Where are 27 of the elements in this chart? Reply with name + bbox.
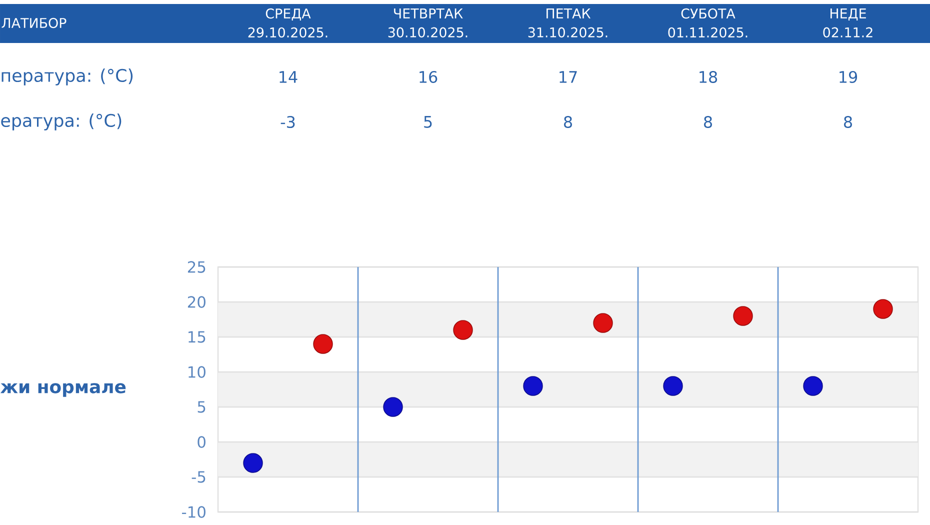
data-label: 17 — [560, 71, 577, 83]
text: СУБОТА 01.11.2025. — [668, 8, 748, 38]
data-label: 19 — [840, 70, 858, 84]
text: ЧЕТВРТАК 30.10.2025. — [388, 8, 468, 38]
y-tick-label: 0 — [198, 436, 206, 448]
data-label: 14 — [280, 71, 298, 83]
text: ПЕТАК 31.10.2025. — [528, 8, 608, 38]
y-tick-label: 20 — [188, 296, 206, 308]
data-label: 16 — [420, 70, 438, 84]
text: ЛАТИБОР — [2, 18, 66, 28]
text: СРЕДА 29.10.2025. — [248, 8, 328, 38]
data-label: 8 — [564, 116, 572, 128]
y-tick-label: 10 — [188, 366, 206, 378]
y-tick-label: 15 — [188, 331, 206, 343]
text: пература: (°C) — [2, 68, 133, 86]
data-label: 5 — [424, 116, 432, 128]
text: НЕДЕ 02.11.2 — [823, 8, 872, 38]
data-label: -3 — [280, 116, 295, 128]
y-tick-label: -10 — [182, 506, 206, 518]
data-label: 8 — [704, 116, 712, 128]
text: ература: (°C) — [1, 114, 122, 130]
y-tick-label: 5 — [198, 401, 206, 413]
text: жи нормале — [0, 383, 126, 397]
data-label: 18 — [700, 70, 718, 84]
data-label: 8 — [844, 116, 852, 128]
y-tick-label: 25 — [188, 261, 206, 273]
y-tick-label: -5 — [192, 471, 206, 483]
